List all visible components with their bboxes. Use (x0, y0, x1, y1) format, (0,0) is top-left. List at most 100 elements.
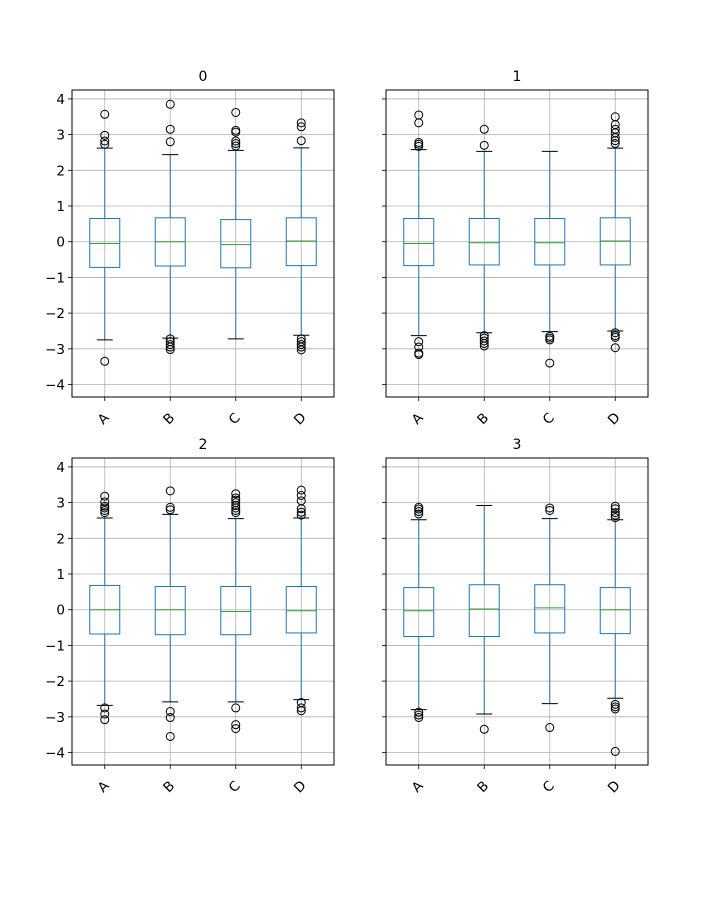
outlier-point (545, 335, 555, 345)
outlier-point (231, 495, 241, 505)
box-C (534, 150, 566, 368)
subplot-title: 0 (199, 69, 208, 85)
box-iqr (285, 586, 317, 634)
y-tick-label: −1 (45, 270, 65, 286)
subplot-title: 3 (513, 437, 522, 453)
box-iqr (468, 584, 500, 637)
outlier-point (414, 342, 424, 352)
y-tick-label: 4 (56, 92, 65, 108)
outlier-point (231, 125, 241, 135)
outlier-point (165, 99, 175, 109)
y-tick-label: 0 (56, 603, 65, 619)
outlier-point (610, 112, 620, 122)
outlier-point (296, 122, 306, 132)
outlier-point (414, 141, 424, 151)
outlier-point (165, 731, 175, 741)
y-tick-label: −1 (45, 638, 65, 654)
outlier-point (100, 356, 110, 366)
outlier-point (231, 139, 241, 149)
box-C (220, 489, 252, 734)
outlier-point (296, 340, 306, 350)
box-iqr (468, 218, 500, 266)
outlier-point (479, 724, 489, 734)
outlier-point (414, 337, 424, 347)
outlier-point (610, 332, 620, 342)
outlier-point (100, 130, 110, 140)
box-C (534, 503, 566, 733)
outlier-point (100, 501, 110, 511)
x-tick-label: B (474, 778, 492, 796)
outlier-point (296, 485, 306, 495)
y-tick-label: 2 (56, 163, 65, 179)
outlier-point (610, 702, 620, 712)
outlier-point (165, 137, 175, 147)
y-tick-label: 3 (56, 496, 65, 512)
y-tick-label: −4 (45, 378, 65, 394)
outlier-point (231, 498, 241, 508)
box-iqr (599, 587, 631, 635)
outlier-point (414, 707, 424, 717)
outlier-point (100, 505, 110, 515)
outlier-point (231, 489, 241, 499)
box-B (154, 99, 186, 355)
outlier-point (545, 503, 555, 513)
outlier-point (610, 501, 620, 511)
y-tick-label: −4 (45, 746, 65, 762)
outlier-point (414, 710, 424, 720)
subplot-3: A B C D 3 (382, 437, 649, 797)
outlier-point (414, 713, 424, 723)
outlier-point (414, 509, 424, 519)
outlier-point (414, 350, 424, 360)
outlier-point (479, 140, 489, 150)
outlier-point (100, 491, 110, 501)
x-tick-label: D (605, 778, 624, 797)
box-iqr (220, 219, 252, 269)
outlier-point (610, 746, 620, 756)
outlier-point (610, 124, 620, 134)
outlier-point (610, 139, 620, 149)
outlier-point (296, 510, 306, 520)
outlier-point (414, 502, 424, 512)
x-tick-label: C (540, 410, 558, 428)
axes-frame (385, 457, 649, 766)
outlier-point (165, 124, 175, 134)
outlier-point (100, 497, 110, 507)
outlier-point (545, 358, 555, 368)
box-B (154, 486, 186, 741)
y-tick-label: 3 (56, 128, 65, 144)
outlier-point (545, 505, 555, 515)
outlier-point (479, 336, 489, 346)
axes-frame (385, 89, 649, 398)
outlier-point (479, 341, 489, 351)
outlier-point (296, 345, 306, 355)
x-tick-label: D (605, 410, 624, 429)
outlier-point (414, 507, 424, 517)
box-A (89, 491, 121, 725)
outlier-point (165, 340, 175, 350)
outlier-point (296, 490, 306, 500)
subplot-title: 2 (199, 437, 208, 453)
subplot-1: A B C D 1 (382, 69, 649, 429)
box-D (599, 112, 631, 353)
outlier-point (231, 493, 241, 503)
y-tick-label: 4 (56, 460, 65, 476)
outlier-point (479, 338, 489, 348)
y-tick-label: −3 (45, 710, 65, 726)
box-D (285, 485, 317, 716)
box-C (220, 107, 252, 340)
outlier-point (231, 500, 241, 510)
x-tick-label: C (540, 778, 558, 796)
outlier-point (100, 109, 110, 119)
x-tick-label: B (474, 410, 492, 428)
y-tick-label: −2 (45, 674, 65, 690)
outlier-point (100, 715, 110, 725)
outlier-point (296, 342, 306, 352)
x-tick-label: D (291, 410, 310, 429)
x-tick-label: D (291, 778, 310, 797)
outlier-point (231, 107, 241, 117)
outlier-point (610, 343, 620, 353)
x-tick-label: A (409, 410, 427, 428)
outlier-point (296, 118, 306, 128)
outlier-point (610, 510, 620, 520)
outlier-point (296, 496, 306, 506)
